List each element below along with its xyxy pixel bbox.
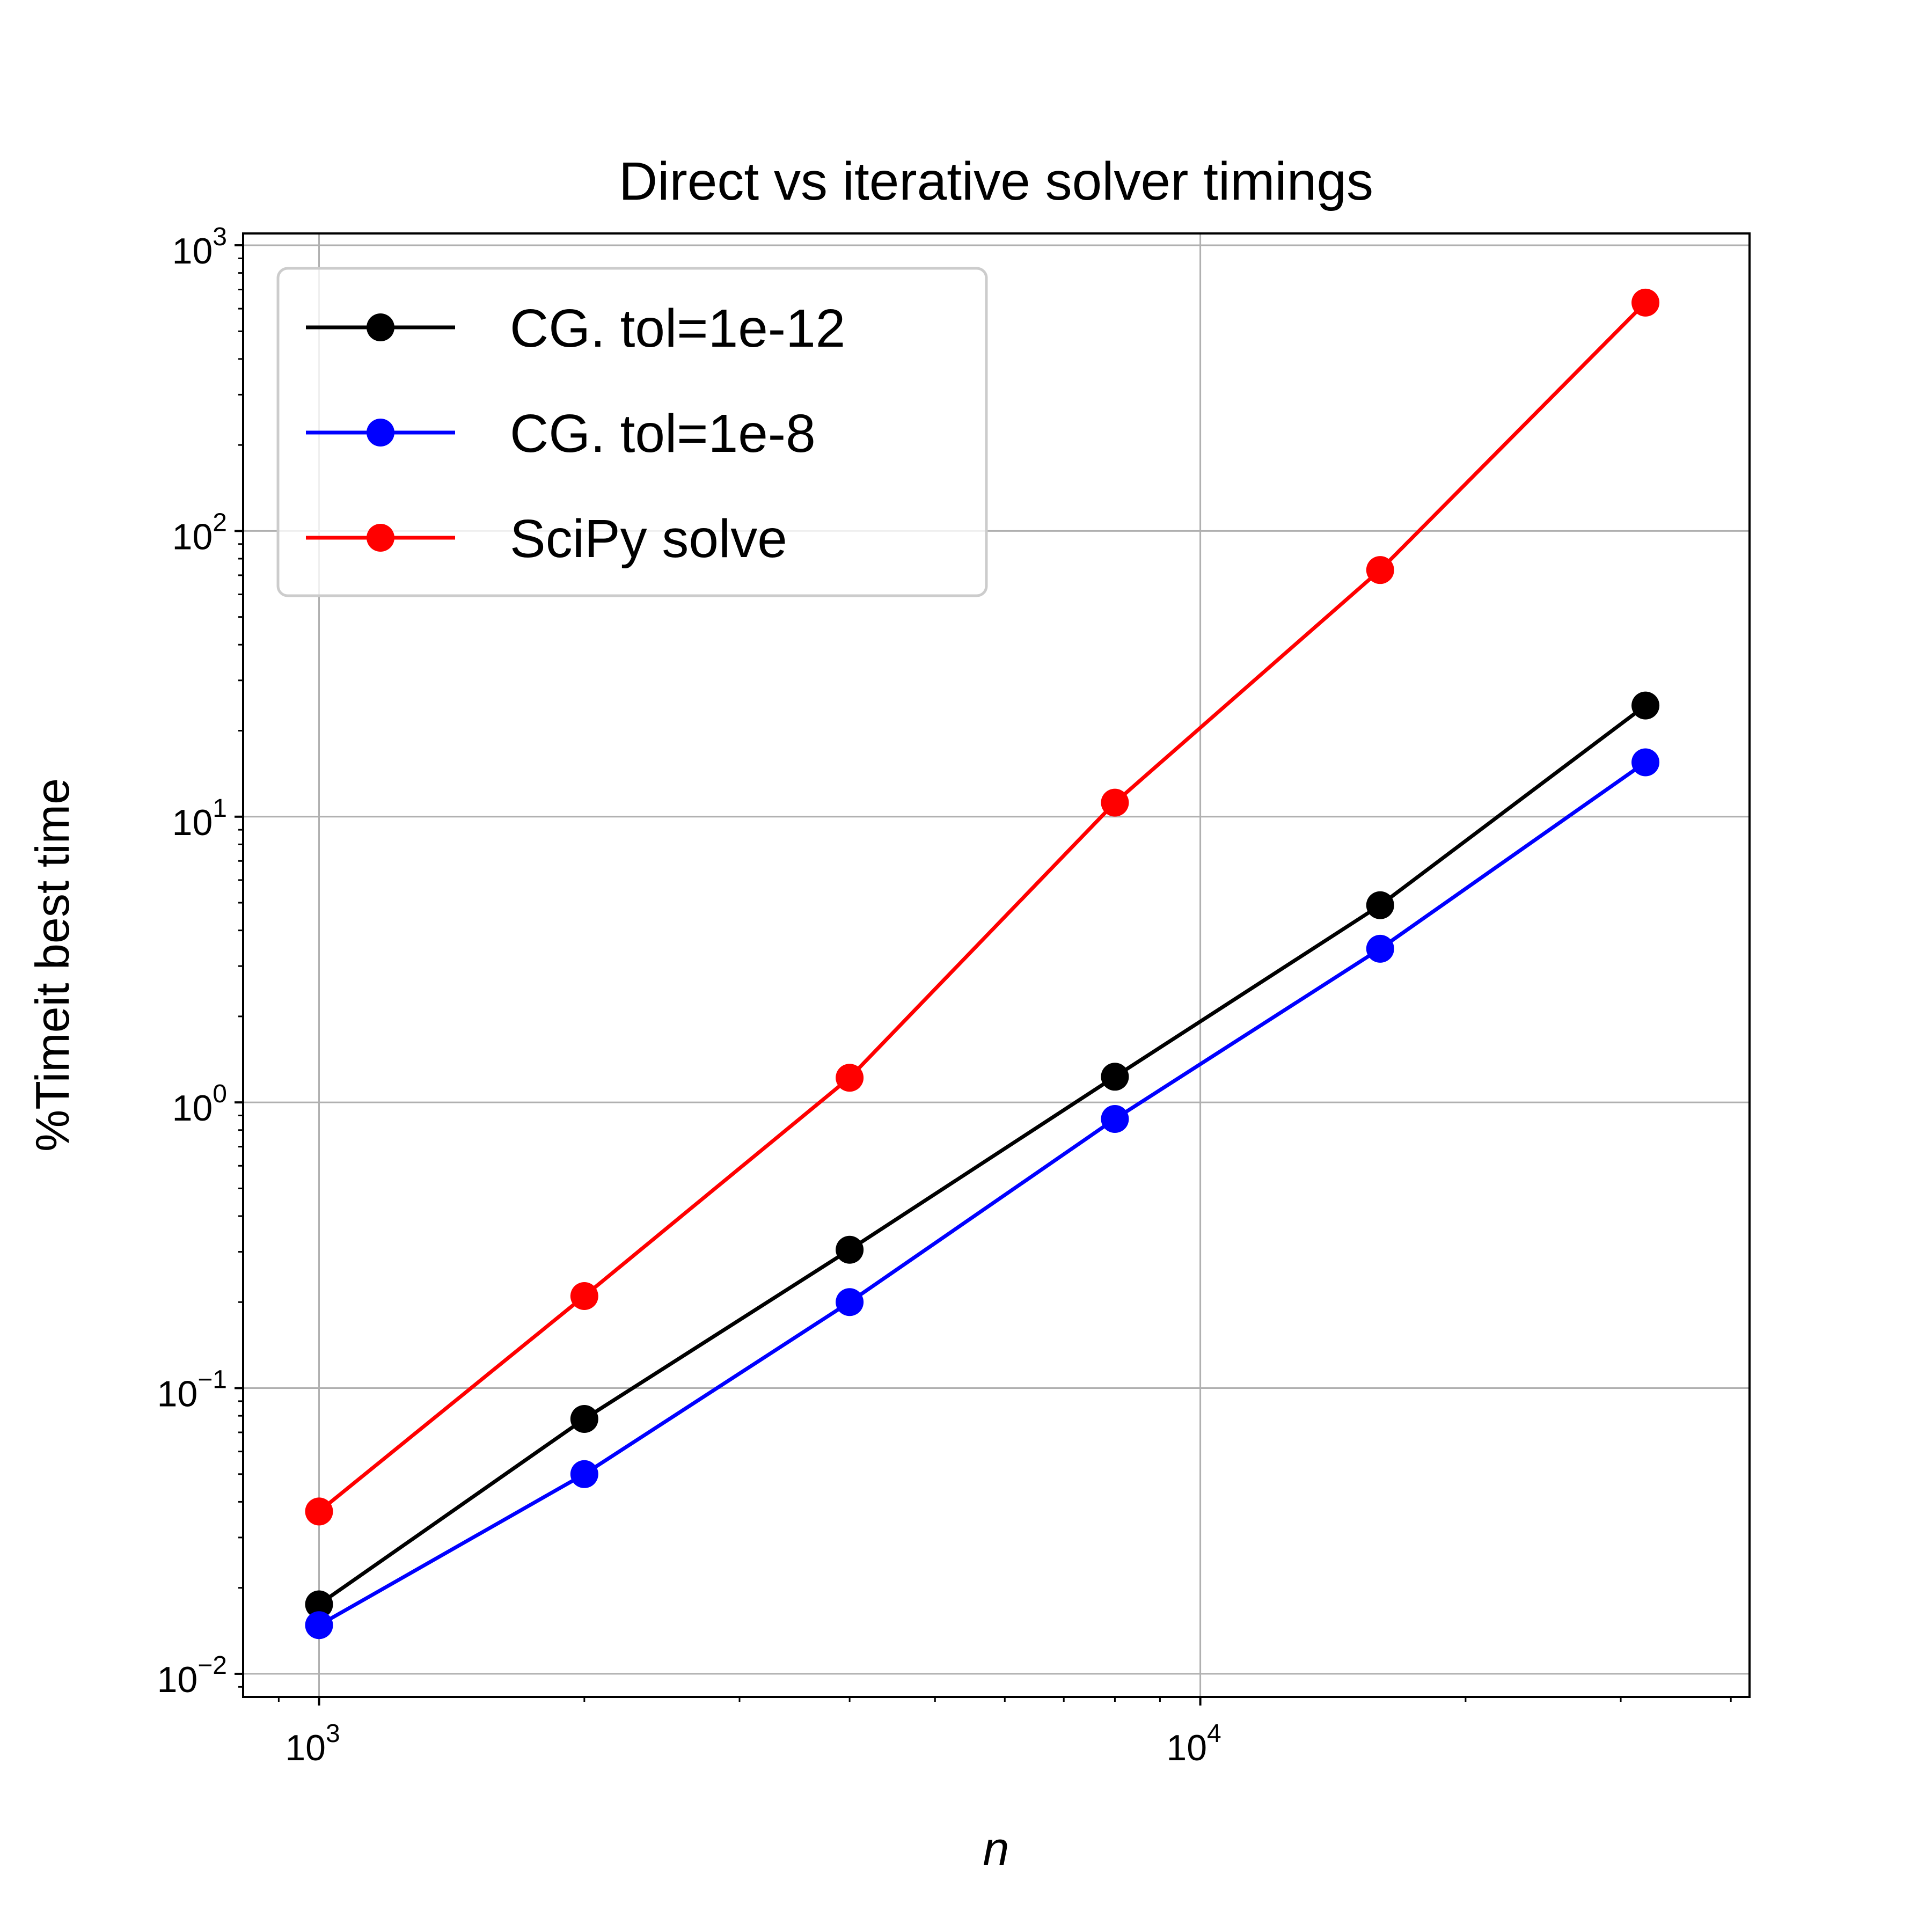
series-2 (305, 288, 1660, 1526)
legend-marker (367, 419, 394, 447)
legend-box (276, 267, 988, 597)
series-line (318, 301, 1647, 1513)
data-point (570, 1460, 598, 1488)
x-tick-label: 103 (285, 1719, 340, 1768)
data-point (1366, 556, 1394, 584)
legend-item: CG. tol=1e-12 (306, 298, 845, 358)
y-axis-label: %Timeit best time (26, 778, 79, 1152)
data-point (1631, 288, 1660, 317)
series-0 (305, 691, 1660, 1619)
legend: CG. tol=1e-12 CG. tol=1e-8 SciPy solve (276, 267, 988, 597)
data-point (1101, 1063, 1129, 1091)
data-point (1366, 934, 1394, 963)
series-line (318, 704, 1647, 1606)
data-point (570, 1282, 598, 1311)
data-point (836, 1288, 864, 1316)
data-point (1631, 748, 1660, 777)
legend-label: CG. tol=1e-12 (510, 298, 845, 358)
series-1 (305, 748, 1660, 1640)
chart-title: Direct vs iterative solver timings (619, 151, 1373, 211)
plot-series (305, 288, 1660, 1640)
legend-label: SciPy solve (510, 509, 787, 569)
y-tick-label: 10−1 (157, 1366, 227, 1415)
data-point (570, 1404, 598, 1433)
data-point (1101, 788, 1129, 817)
data-point (1101, 1105, 1129, 1133)
plot-frame (242, 232, 1751, 1698)
legend-marker (367, 524, 394, 552)
data-point (836, 1064, 864, 1092)
data-point (836, 1235, 864, 1264)
legend-item: CG. tol=1e-8 (306, 404, 816, 464)
legend-item: SciPy solve (306, 509, 787, 569)
legend-marker (367, 313, 394, 341)
legend-label: CG. tol=1e-8 (510, 404, 816, 464)
series-line (318, 760, 1647, 1627)
data-point (305, 1611, 333, 1640)
data-point (1366, 891, 1394, 919)
data-point (1631, 691, 1660, 720)
data-point (305, 1497, 333, 1526)
data-point (305, 1590, 333, 1619)
x-axis-label: n (983, 1822, 1009, 1875)
